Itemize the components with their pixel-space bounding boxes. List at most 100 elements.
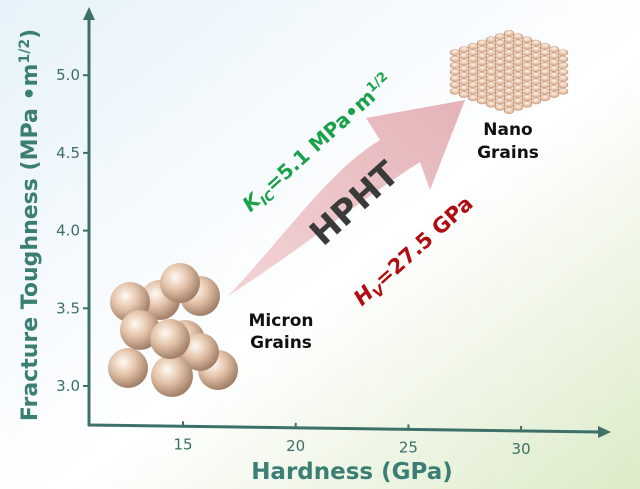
nano-grain xyxy=(494,97,506,105)
nano-grain xyxy=(512,104,524,111)
nano-grain xyxy=(485,43,497,50)
nano-grain xyxy=(458,71,470,79)
nano-grain xyxy=(557,49,569,56)
nano-label-line1: Nano xyxy=(483,120,532,140)
nano-grain xyxy=(512,78,524,85)
nano-grain xyxy=(512,65,524,73)
nano-grain xyxy=(458,46,470,53)
nano-grain xyxy=(467,68,479,76)
nano-label-line2: Grains xyxy=(477,143,539,163)
nano-grain xyxy=(503,49,515,56)
nano-grain xyxy=(467,49,479,56)
nano-grain xyxy=(521,49,533,56)
nano-grain xyxy=(485,62,497,69)
nano-grain xyxy=(494,65,506,73)
nano-grain xyxy=(521,100,533,108)
nano-grain xyxy=(449,75,461,82)
nano-grain xyxy=(557,62,569,69)
nano-grain xyxy=(503,30,515,37)
nano-grain xyxy=(557,81,569,89)
nano-grain xyxy=(512,33,524,40)
y-tick-label: 4.5 xyxy=(56,144,80,162)
nano-grain xyxy=(503,88,515,95)
nano-grains-cluster xyxy=(449,30,569,114)
nano-grain xyxy=(494,84,506,92)
nano-grain xyxy=(512,97,524,105)
hpht-arrow xyxy=(228,100,465,296)
nano-grain xyxy=(521,36,533,44)
nano-grain xyxy=(512,59,524,66)
nano-grain xyxy=(557,68,569,76)
nano-grain xyxy=(476,78,488,85)
micron-grain xyxy=(151,355,193,397)
x-axis-label: Hardness (GPa) xyxy=(251,459,453,485)
nano-grain xyxy=(521,68,533,76)
nano-grain xyxy=(530,46,542,53)
nano-grain xyxy=(557,55,569,63)
nano-grain xyxy=(467,55,479,63)
nano-grain xyxy=(476,84,488,92)
nano-grain xyxy=(539,55,551,63)
nano-grain xyxy=(458,84,470,92)
micron-grain xyxy=(150,319,190,359)
nano-grain xyxy=(449,55,461,63)
nano-grain xyxy=(530,59,542,66)
nano-grain xyxy=(467,88,479,95)
nano-grain xyxy=(548,78,560,85)
nano-grain xyxy=(503,75,515,82)
nano-grain xyxy=(485,55,497,63)
y-axis-arrow-icon xyxy=(83,7,95,20)
x-axis-arrow-icon xyxy=(598,426,611,438)
nano-grain xyxy=(539,68,551,76)
nano-grain xyxy=(548,72,560,79)
y-tick-label: 3.0 xyxy=(56,377,80,395)
micron-grain xyxy=(120,310,160,350)
nano-grain xyxy=(539,43,551,50)
nano-grain xyxy=(557,88,569,95)
y-tick-label: 5.0 xyxy=(56,66,80,84)
nano-grain xyxy=(449,88,461,95)
nano-grain xyxy=(512,46,524,53)
nano-grain xyxy=(521,43,533,50)
nano-grain xyxy=(458,78,470,85)
y-tick-label: 3.5 xyxy=(56,299,80,317)
micron-grain xyxy=(108,348,148,388)
nano-grain xyxy=(548,84,560,92)
nano-grain xyxy=(458,52,470,60)
nano-grain xyxy=(476,59,488,66)
nano-grain xyxy=(449,62,461,69)
micron-grain xyxy=(160,263,200,303)
nano-grain xyxy=(521,94,533,101)
y-tick-label: 4.0 xyxy=(56,222,80,240)
nano-grain xyxy=(467,75,479,82)
nano-grain xyxy=(449,49,461,56)
nano-grain xyxy=(512,91,524,98)
nano-grain xyxy=(485,68,497,76)
nano-grain xyxy=(503,36,515,44)
nano-grain xyxy=(494,91,506,98)
nano-grain xyxy=(530,97,542,105)
nano-grain xyxy=(476,71,488,79)
x-axis xyxy=(87,423,611,438)
nano-grain xyxy=(521,62,533,69)
nano-grain xyxy=(503,55,515,63)
nano-grain xyxy=(503,81,515,89)
nano-grain xyxy=(530,39,542,47)
nano-grain xyxy=(503,68,515,76)
nano-grain xyxy=(539,94,551,102)
micron-label-line1: Micron xyxy=(249,311,314,331)
nano-grain xyxy=(458,65,470,72)
nano-grain xyxy=(512,71,524,79)
nano-grain xyxy=(476,97,488,105)
nano-grain xyxy=(521,75,533,82)
nano-grain xyxy=(521,81,533,89)
micron-grain xyxy=(181,333,219,371)
nano-grain xyxy=(449,81,461,89)
nano-grain xyxy=(539,62,551,69)
nano-grain xyxy=(512,39,524,47)
micron-label-line2: Grains xyxy=(250,333,312,353)
nano-grain xyxy=(494,104,506,111)
nano-grain xyxy=(494,78,506,85)
nano-grain xyxy=(539,81,551,89)
